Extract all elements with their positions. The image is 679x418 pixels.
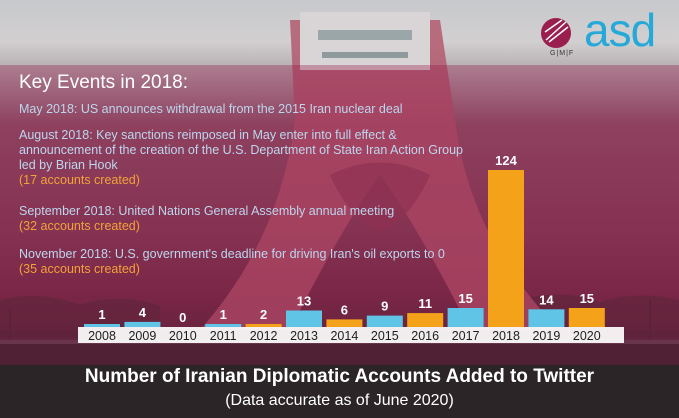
tick-label-2020: 2020 — [573, 329, 601, 343]
asd-logo-icon — [541, 18, 571, 48]
tick-label-2019: 2019 — [532, 329, 560, 343]
chart-subtitle: (Data accurate as of June 2020) — [225, 392, 454, 409]
bar-2013 — [286, 310, 322, 327]
event-note: (35 accounts created) — [19, 262, 140, 276]
event-september: September 2018: United Nations General A… — [19, 204, 479, 234]
tick-label-2010: 2010 — [169, 329, 197, 343]
value-label-2014: 6 — [341, 302, 348, 317]
brand-name: asd — [584, 4, 656, 56]
tick-label-2018: 2018 — [492, 329, 520, 343]
tick-label-2008: 2008 — [88, 329, 116, 343]
event-desc: September 2018: United Nations General A… — [19, 204, 395, 218]
bar-2012 — [245, 324, 282, 327]
value-label-2015: 9 — [381, 299, 388, 314]
event-desc: November 2018: U.S. government's deadlin… — [19, 247, 445, 261]
bar-2019 — [528, 309, 565, 327]
value-label-2020: 15 — [580, 291, 594, 306]
value-label-2019: 14 — [539, 292, 554, 307]
event-desc: August 2018: Key sanctions reimposed in … — [19, 128, 464, 172]
tick-label-2011: 2011 — [210, 329, 237, 343]
event-note: (17 accounts created) — [19, 173, 140, 187]
tick-label-2016: 2016 — [411, 329, 439, 343]
bar-2011 — [205, 324, 242, 327]
value-label-2016: 11 — [418, 296, 432, 311]
event-november: November 2018: U.S. government's deadlin… — [19, 247, 479, 277]
value-label-2013: 13 — [297, 294, 311, 309]
value-label-2018: 124 — [495, 153, 517, 168]
event-desc: May 2018: US announces withdrawal from t… — [19, 102, 403, 116]
bar-2014 — [326, 319, 363, 327]
bar-2016 — [407, 313, 444, 327]
value-label-2010: 0 — [179, 310, 186, 325]
tick-label-2017: 2017 — [452, 329, 480, 343]
bar-2017 — [447, 308, 484, 327]
bar-2015 — [366, 315, 403, 327]
value-label-2009: 4 — [139, 305, 147, 320]
event-note: (32 accounts created) — [19, 219, 140, 233]
tinted-overlay — [0, 65, 679, 365]
value-label-2008: 1 — [98, 307, 105, 322]
bar-2018 — [488, 170, 524, 327]
x-axis-strip — [78, 327, 624, 343]
tick-label-2015: 2015 — [371, 329, 399, 343]
tick-label-2014: 2014 — [330, 329, 358, 343]
event-august: August 2018: Key sanctions reimposed in … — [19, 128, 479, 188]
tick-label-2012: 2012 — [250, 329, 278, 343]
tick-label-2013: 2013 — [290, 329, 318, 343]
value-label-2011: 1 — [220, 307, 227, 322]
chart-title: Number of Iranian Diplomatic Accounts Ad… — [84, 366, 595, 387]
events-title: Key Events in 2018: — [19, 72, 188, 93]
bar-2009 — [124, 321, 161, 327]
brand-subtitle: G|M|F — [550, 50, 575, 57]
value-label-2012: 2 — [260, 307, 267, 322]
tick-label-2009: 2009 — [128, 329, 156, 343]
bar-2020 — [568, 308, 605, 327]
value-label-2017: 15 — [458, 291, 472, 306]
event-may: May 2018: US announces withdrawal from t… — [19, 102, 479, 117]
bar-2008 — [84, 324, 120, 327]
